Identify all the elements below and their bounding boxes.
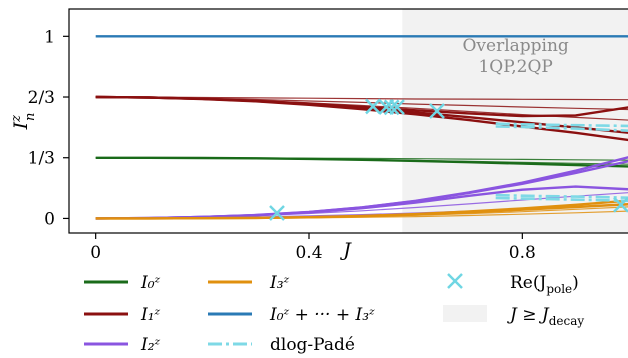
x-axis-label: J [339, 239, 352, 261]
y-tick-label-3: 1 [44, 27, 55, 47]
legend-label-pade: dlog-Padé [270, 335, 355, 355]
plot-area: Overlapping 1QP,2QP [68, 8, 628, 234]
plot-frame [68, 8, 628, 234]
series-lines [95, 35, 628, 220]
legend-label-band: J ≥ Jdecay [507, 305, 584, 328]
y-axis-label: Izn [9, 113, 38, 131]
pole-marker-4 [389, 99, 405, 116]
series-line-pade-20 [495, 122, 628, 128]
series-line-I0-9 [95, 157, 628, 161]
x-tick-label-2: 0.8 [509, 243, 536, 263]
band-label-line-1: Overlapping [462, 36, 568, 56]
pole-marker-3 [383, 99, 400, 116]
legend-swatch-pole [447, 273, 463, 289]
legend-label-I3: I₃ᶻ [269, 273, 290, 293]
y-axis: 0 1/3 2/3 1 [28, 27, 69, 229]
pole-marker-5 [429, 103, 445, 119]
x-tick-label-0: 0 [90, 243, 101, 263]
pole-marker-6 [613, 196, 628, 213]
series-line-pade-19 [495, 125, 628, 132]
legend-swatch-band [443, 305, 487, 322]
legend-item-pade: dlog-Padé [208, 335, 355, 355]
pole-marker-1 [365, 98, 381, 115]
legend-label-sum: I₀ᶻ + ··· + I₃ᶻ [269, 305, 375, 325]
legend-label-I0: I₀ᶻ [140, 273, 161, 293]
legend-label-I1: I₁ᶻ [140, 305, 161, 325]
series-line-I1-6 [95, 96, 628, 101]
band-label-line-2: 1QP,2QP [478, 57, 552, 77]
x-tick-label-1: 0.4 [295, 243, 322, 263]
series-line-I3-18 [95, 210, 628, 219]
legend-item-I2: I₂ᶻ [84, 335, 161, 355]
pole-marker-0 [269, 205, 285, 221]
legend-item-band: J ≥ Jdecay [443, 305, 584, 328]
pole-markers [269, 98, 628, 221]
legend-item-pole: Re(Jpole) [447, 273, 579, 296]
legend-item-I1: I₁ᶻ [84, 305, 161, 325]
series-line-pade-21 [495, 193, 628, 199]
y-tick-label-2: 2/3 [28, 88, 55, 108]
series-line-pade-22 [495, 196, 628, 203]
legend-item-I0: I₀ᶻ [84, 273, 161, 293]
y-tick-label-0: 0 [44, 209, 55, 229]
legend-item-I3: I₃ᶻ [208, 273, 290, 293]
svg-text:Izn: Izn [9, 113, 38, 131]
x-axis: 0 0.4 0.8 [90, 233, 536, 263]
legend-item-sum: I₀ᶻ + ··· + I₃ᶻ [208, 305, 375, 325]
y-tick-label-1: 1/3 [28, 149, 55, 169]
legend: I₀ᶻ I₁ᶻ I₂ᶻ I₃ᶻ I₀ᶻ + ··· + I₃ᶻ dlog-Pad… [84, 273, 584, 355]
legend-label-I2: I₂ᶻ [140, 335, 161, 355]
legend-label-pole: Re(Jpole) [510, 273, 579, 296]
band-label: Overlapping 1QP,2QP [462, 36, 568, 77]
